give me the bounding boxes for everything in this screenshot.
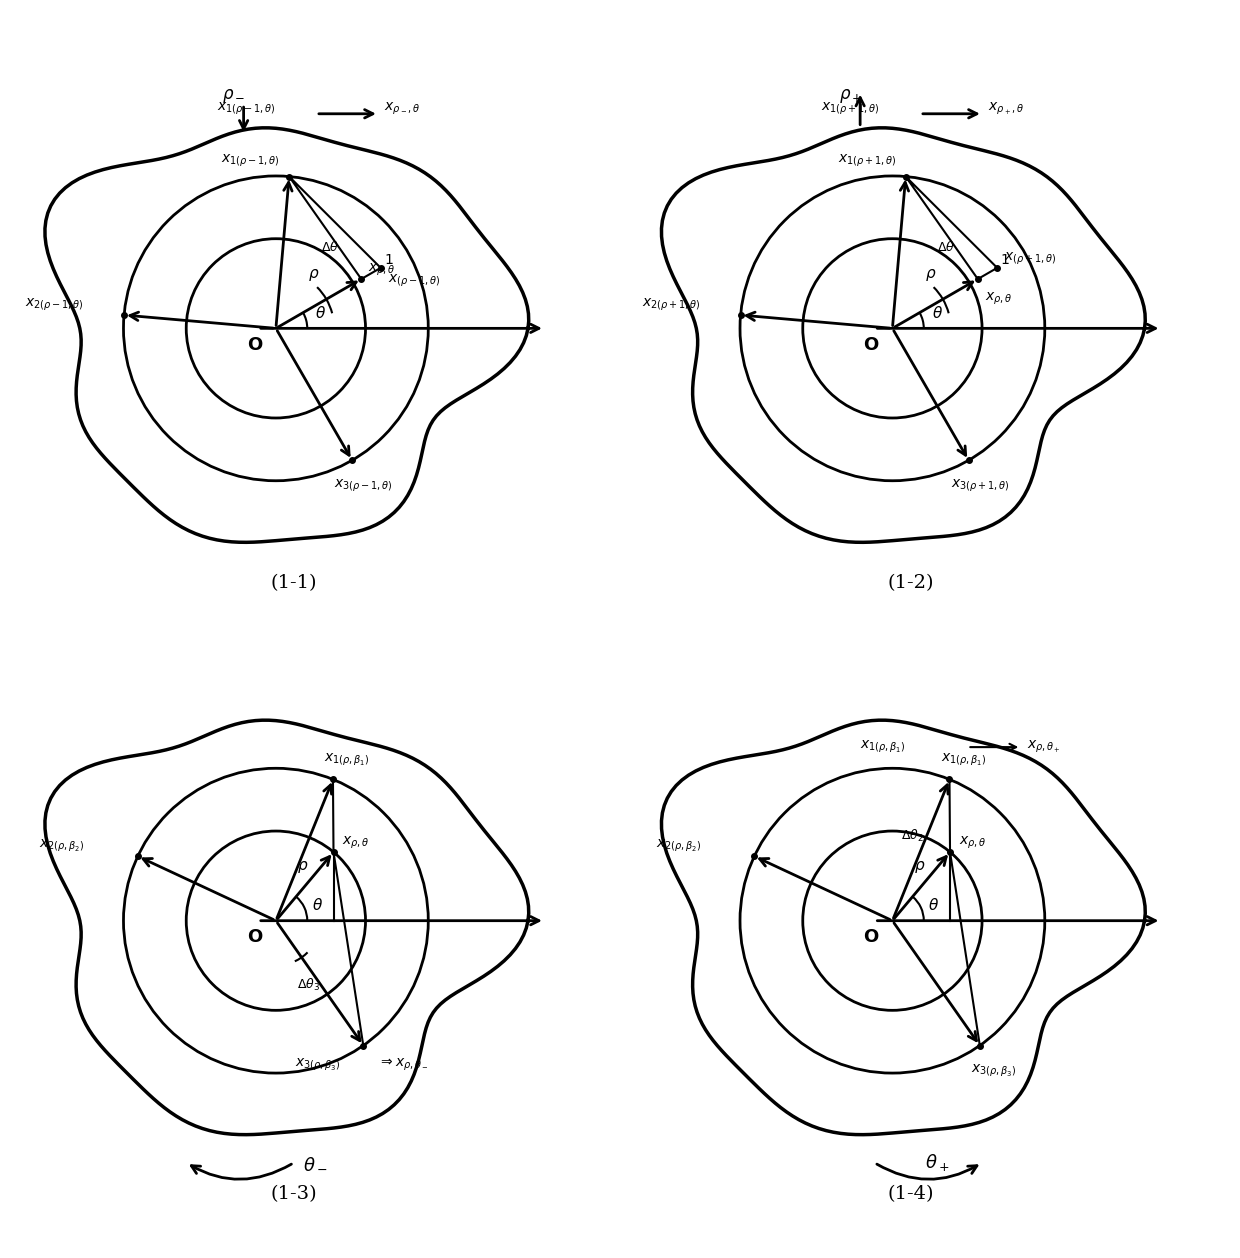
Text: $x_{1(\rho-1,\theta)}$: $x_{1(\rho-1,\theta)}$ xyxy=(221,152,280,169)
Text: $\rho$: $\rho$ xyxy=(925,267,936,283)
Text: $\rho$: $\rho$ xyxy=(298,859,309,876)
Text: O: O xyxy=(863,336,878,353)
Text: $x_{\rho,\theta}$: $x_{\rho,\theta}$ xyxy=(959,835,987,852)
Text: $x_{\rho,\theta_+}$: $x_{\rho,\theta_+}$ xyxy=(1027,738,1060,755)
Text: $\rho$: $\rho$ xyxy=(914,859,925,876)
Text: $1$: $1$ xyxy=(383,253,393,268)
Text: $\rho$: $\rho$ xyxy=(309,267,320,283)
Text: (1-1): (1-1) xyxy=(270,575,317,593)
Text: $x_{\rho,\theta}$: $x_{\rho,\theta}$ xyxy=(368,262,396,278)
Text: $x_{1(\rho,\beta_1)}$: $x_{1(\rho,\beta_1)}$ xyxy=(859,738,905,755)
Text: (1-3): (1-3) xyxy=(270,1185,317,1203)
Text: $x_{\rho,\theta}$: $x_{\rho,\theta}$ xyxy=(985,291,1013,307)
Text: $x_{2(\rho+1,\theta)}$: $x_{2(\rho+1,\theta)}$ xyxy=(642,296,701,312)
Text: $x_{1(\rho-1,\theta)}$: $x_{1(\rho-1,\theta)}$ xyxy=(217,101,277,117)
Text: $x_{1(\rho,\beta_1)}$: $x_{1(\rho,\beta_1)}$ xyxy=(940,751,986,767)
Text: $x_{2(\rho-1,\theta)}$: $x_{2(\rho-1,\theta)}$ xyxy=(26,296,84,312)
Text: $\theta$: $\theta$ xyxy=(311,897,322,913)
Text: $x_{(\rho-1,\theta)}$: $x_{(\rho-1,\theta)}$ xyxy=(388,272,440,288)
Text: $x_{1(\rho+1,\theta)}$: $x_{1(\rho+1,\theta)}$ xyxy=(821,101,880,117)
Text: $\Rightarrow x_{\rho,\theta_-}$: $\Rightarrow x_{\rho,\theta_-}$ xyxy=(378,1057,428,1073)
Text: $\rho_-$: $\rho_-$ xyxy=(222,87,246,104)
Text: $\Delta\theta_3$: $\Delta\theta_3$ xyxy=(298,976,320,993)
Text: $x_{1(\rho+1,\theta)}$: $x_{1(\rho+1,\theta)}$ xyxy=(837,152,897,169)
Text: $x_{\rho,\theta}$: $x_{\rho,\theta}$ xyxy=(342,835,370,852)
Text: $\Delta\theta$: $\Delta\theta$ xyxy=(937,240,955,254)
Text: $\rho_+$: $\rho_+$ xyxy=(838,87,862,104)
Text: $x_{3(\rho,\beta_3)}$: $x_{3(\rho,\beta_3)}$ xyxy=(295,1057,341,1073)
Text: $\Delta\theta$: $\Delta\theta$ xyxy=(321,240,339,254)
Text: $\theta_+$: $\theta_+$ xyxy=(925,1152,950,1174)
Text: $x_{2(\rho,\beta_2)}$: $x_{2(\rho,\beta_2)}$ xyxy=(40,838,84,854)
Text: $x_{3(\rho,\beta_3)}$: $x_{3(\rho,\beta_3)}$ xyxy=(971,1063,1017,1079)
Text: $x_{\rho_+,\theta}$: $x_{\rho_+,\theta}$ xyxy=(988,101,1024,117)
Text: $x_{\rho_-,\theta}$: $x_{\rho_-,\theta}$ xyxy=(384,101,420,117)
Text: $x_{3(\rho-1,\theta)}$: $x_{3(\rho-1,\theta)}$ xyxy=(334,477,393,493)
Text: $x_{(\rho+1,\theta)}$: $x_{(\rho+1,\theta)}$ xyxy=(1004,250,1056,267)
Text: O: O xyxy=(247,336,262,353)
Text: O: O xyxy=(863,928,878,946)
Text: (1-4): (1-4) xyxy=(887,1185,934,1203)
Text: $x_{1(\rho,\beta_1)}$: $x_{1(\rho,\beta_1)}$ xyxy=(324,751,370,767)
Text: $\Delta\theta_2$: $\Delta\theta_2$ xyxy=(901,828,924,844)
Text: $x_{3(\rho+1,\theta)}$: $x_{3(\rho+1,\theta)}$ xyxy=(951,477,1009,493)
Text: $1$: $1$ xyxy=(999,253,1009,268)
Text: $x_{2(\rho,\beta_2)}$: $x_{2(\rho,\beta_2)}$ xyxy=(656,838,701,854)
Text: $\theta$: $\theta$ xyxy=(929,897,940,913)
Text: $\theta$: $\theta$ xyxy=(315,304,326,321)
Text: $\theta_-$: $\theta_-$ xyxy=(303,1154,327,1172)
Text: (1-2): (1-2) xyxy=(887,575,934,593)
Text: O: O xyxy=(247,928,262,946)
Text: $\theta$: $\theta$ xyxy=(931,304,942,321)
